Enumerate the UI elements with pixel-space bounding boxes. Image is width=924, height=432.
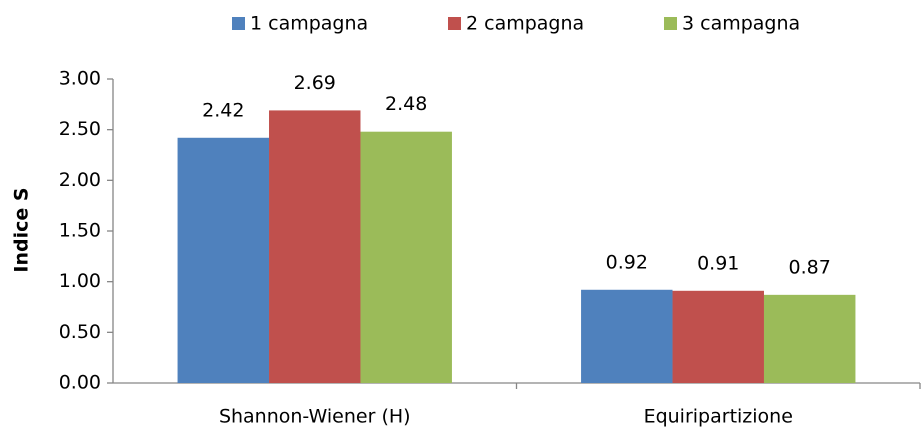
value-label: 2.42 xyxy=(202,99,244,121)
bar xyxy=(581,289,673,383)
y-axis-label: Indice S xyxy=(11,187,33,272)
legend-swatch xyxy=(448,17,461,30)
bar xyxy=(360,131,452,383)
y-tick-label: 0.00 xyxy=(59,372,101,394)
y-tick-label: 1.50 xyxy=(59,220,101,242)
value-label: 2.48 xyxy=(385,93,427,115)
bar xyxy=(177,137,270,383)
y-tick-label: 1.00 xyxy=(59,270,101,292)
y-tick-label: 2.00 xyxy=(59,169,101,191)
value-label: 0.87 xyxy=(789,256,831,278)
y-tick-label: 0.50 xyxy=(59,321,101,343)
x-tick-label: Equiripartizione xyxy=(644,406,793,428)
bar xyxy=(672,290,764,383)
legend-label: 2 campagna xyxy=(466,13,584,35)
legend-label: 3 campagna xyxy=(682,13,800,35)
y-tick-label: 3.00 xyxy=(59,68,101,90)
y-tick-label: 2.50 xyxy=(59,118,101,140)
legend-swatch xyxy=(232,17,245,30)
value-label: 0.91 xyxy=(697,252,739,274)
legend-label: 1 campagna xyxy=(250,13,368,35)
value-label: 0.92 xyxy=(606,251,648,273)
bar xyxy=(763,294,856,383)
bar xyxy=(269,110,361,383)
legend-swatch xyxy=(664,17,677,30)
x-tick-label: Shannon-Wiener (H) xyxy=(219,406,411,428)
value-label: 2.69 xyxy=(294,72,336,94)
